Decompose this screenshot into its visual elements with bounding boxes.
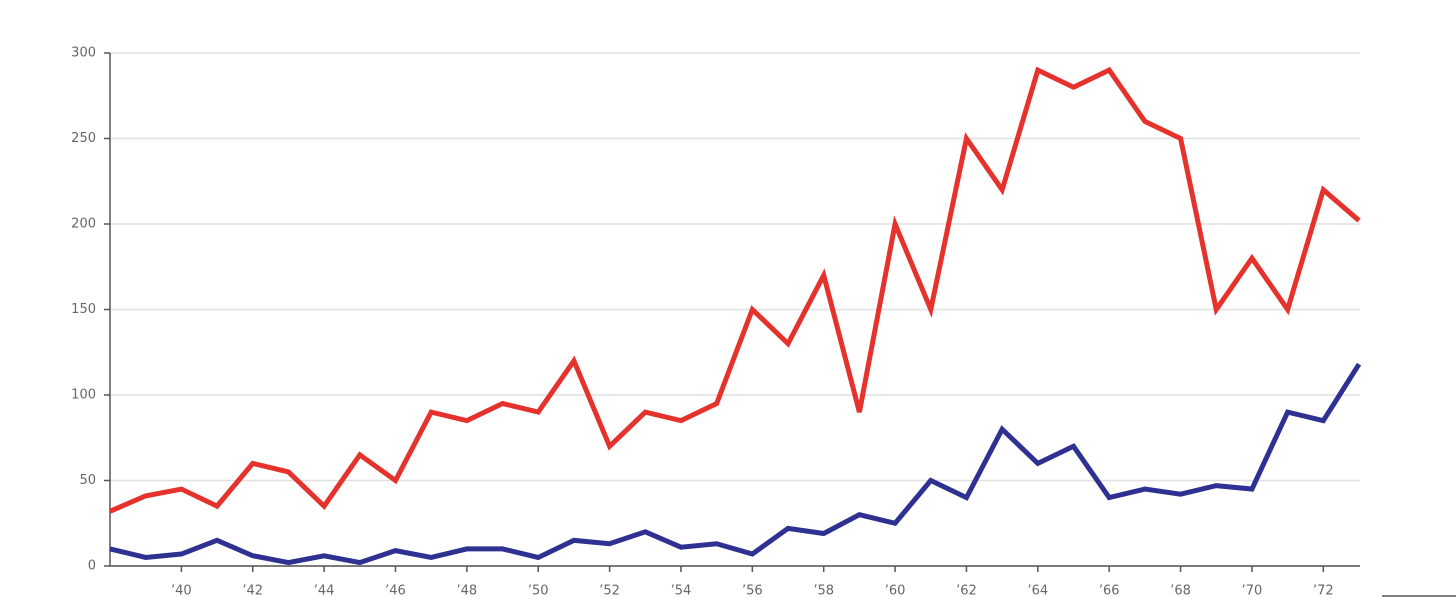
x-tick-label: ’68 bbox=[1170, 584, 1191, 598]
x-tick-label: ’72 bbox=[1313, 584, 1334, 598]
x-tick-label: ’40 bbox=[171, 584, 192, 598]
x-tick-label: ’46 bbox=[385, 584, 406, 598]
series-line bbox=[109, 362, 1362, 566]
y-tick-label: 200 bbox=[71, 217, 96, 232]
series-line bbox=[109, 66, 1361, 514]
x-tick-label: ’44 bbox=[314, 584, 335, 598]
x-tick-label: ’48 bbox=[457, 584, 478, 598]
x-tick-label: ’66 bbox=[1099, 584, 1120, 598]
x-tick-label: ’42 bbox=[242, 584, 263, 598]
x-tick-label: ’62 bbox=[956, 584, 977, 598]
x-tick-label: ’58 bbox=[813, 584, 834, 598]
y-tick-label: 0 bbox=[88, 559, 96, 574]
x-tick-label: ’54 bbox=[671, 584, 692, 598]
x-tick-label: ’52 bbox=[599, 584, 620, 598]
x-tick-label: ’60 bbox=[885, 584, 906, 598]
x-tick-label: ’70 bbox=[1242, 584, 1263, 598]
y-tick-label: 300 bbox=[71, 46, 96, 61]
y-tick-label: 50 bbox=[79, 473, 96, 488]
y-tick-label: 250 bbox=[71, 131, 96, 146]
x-tick-label: ’64 bbox=[1027, 584, 1048, 598]
y-tick-label: 100 bbox=[71, 388, 96, 403]
x-tick-label: ’50 bbox=[528, 584, 549, 598]
x-tick-label: ’56 bbox=[742, 584, 763, 598]
y-tick-label: 150 bbox=[71, 302, 96, 317]
